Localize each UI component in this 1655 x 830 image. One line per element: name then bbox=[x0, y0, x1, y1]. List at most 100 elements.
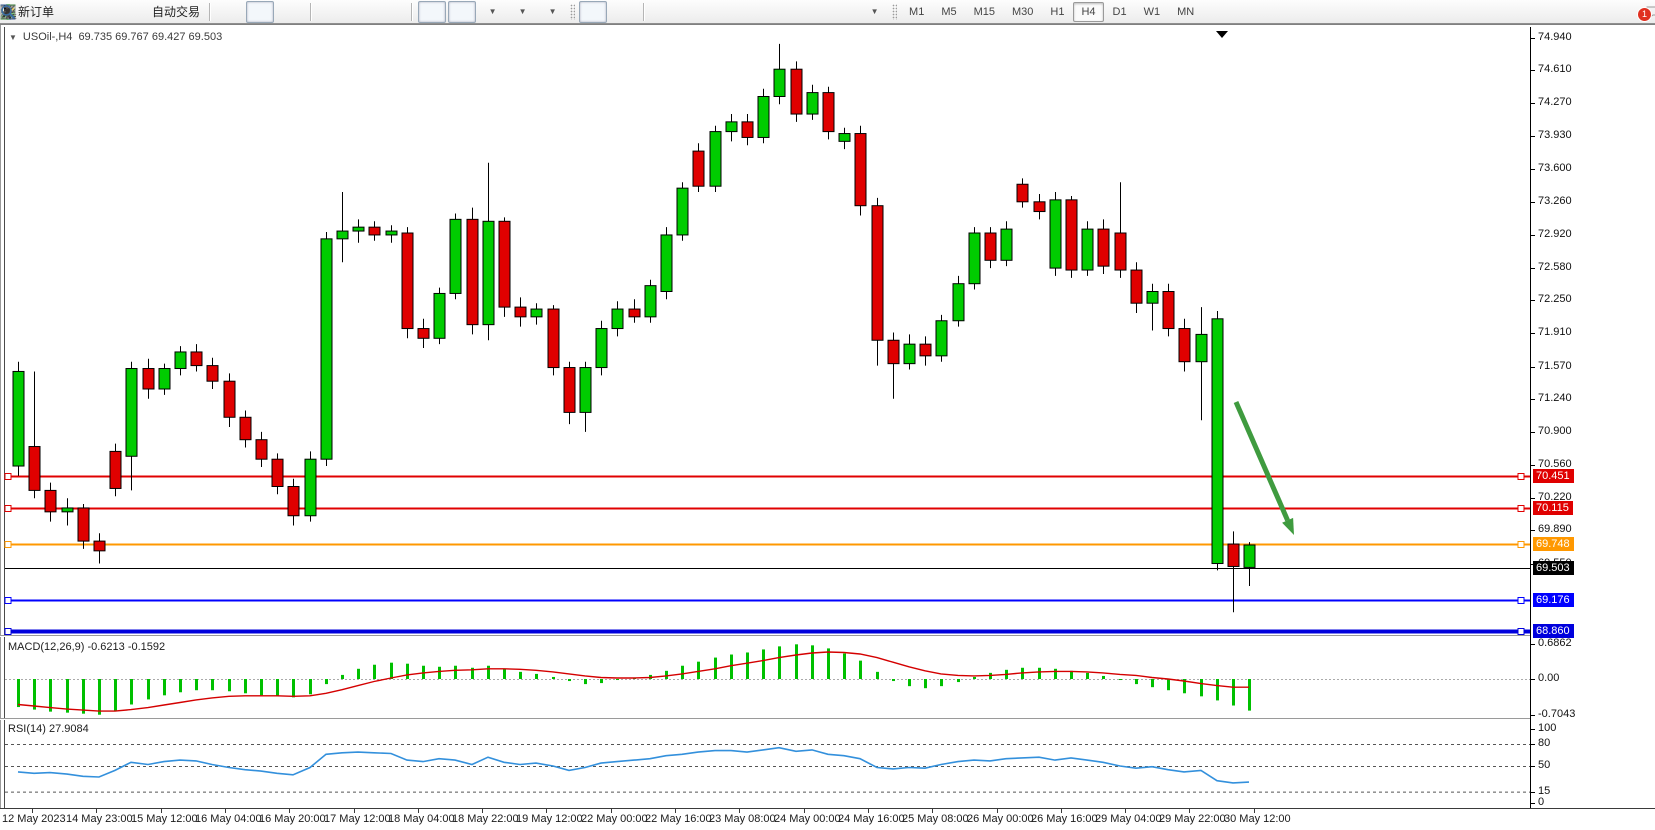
line-handle[interactable] bbox=[4, 597, 12, 604]
equidistant-channel-button[interactable]: E bbox=[0, 1, 768, 23]
collapse-triangle-icon[interactable]: ▼ bbox=[9, 32, 17, 42]
price-level-label[interactable]: 70.115 bbox=[1533, 501, 1573, 515]
candle-body bbox=[757, 96, 770, 138]
timeframe-m1[interactable]: M1 bbox=[909, 5, 925, 18]
market-watch-button[interactable] bbox=[2, 1, 147, 23]
chart-title: ▼ USOil-,H4 69.735 69.767 69.427 69.503 bbox=[9, 31, 222, 43]
crosshair-button[interactable] bbox=[1, 1, 637, 23]
date-tick-label: 26 May 16:00 bbox=[1031, 813, 1098, 825]
price-level-label[interactable]: 69.176 bbox=[1533, 593, 1574, 607]
line-handle[interactable] bbox=[4, 541, 12, 548]
macd-histogram-bar bbox=[471, 667, 474, 679]
indicators-button[interactable]: ▼ bbox=[0, 1, 506, 23]
price-tick-label: 74.270 bbox=[1538, 96, 1572, 109]
timeframe-m30[interactable]: M30 bbox=[1012, 5, 1034, 18]
date-tick-label: 22 May 16:00 bbox=[645, 813, 712, 825]
arrow-objects-button[interactable]: ▼ bbox=[2, 1, 888, 23]
annotation-arrow-head[interactable] bbox=[1282, 517, 1294, 535]
timeframe-m5[interactable]: M5 bbox=[941, 5, 957, 18]
macd-canvas[interactable] bbox=[0, 639, 1530, 718]
pane-separator[interactable] bbox=[0, 635, 1655, 637]
candle-body bbox=[466, 218, 479, 326]
axis-tick bbox=[1531, 136, 1535, 138]
horizontal-line-button[interactable] bbox=[1, 1, 708, 23]
line-handle[interactable] bbox=[4, 473, 12, 480]
zoom-in-button[interactable] bbox=[1, 1, 345, 23]
zoom-out-button[interactable] bbox=[1, 1, 375, 23]
autotrading-button[interactable]: 自动交易 bbox=[0, 1, 203, 23]
rsi-canvas[interactable] bbox=[0, 720, 1530, 808]
search-icon[interactable] bbox=[0, 4, 16, 20]
tile-windows-button[interactable] bbox=[0, 1, 405, 23]
macd-axis-label: 0.6862 bbox=[1538, 637, 1572, 649]
timeframe-mn[interactable]: MN bbox=[1177, 5, 1195, 18]
candle-body bbox=[239, 416, 252, 441]
macd-histogram-bar bbox=[1151, 679, 1154, 688]
chart-window[interactable]: ▼ USOil-,H4 69.735 69.767 69.427 69.503 … bbox=[0, 24, 1655, 830]
timeframe-w1[interactable]: W1 bbox=[1143, 5, 1161, 18]
candle-body bbox=[1227, 543, 1240, 567]
current-price-label[interactable]: 69.503 bbox=[1533, 561, 1574, 575]
macd-histogram-bar bbox=[1216, 679, 1219, 701]
cursor-button[interactable] bbox=[4, 0, 608, 23]
bar-chart-button[interactable] bbox=[1, 1, 244, 23]
macd-histogram-bar bbox=[163, 679, 166, 696]
candle-body bbox=[611, 308, 624, 330]
macd-histogram-bar bbox=[503, 668, 506, 679]
templates-button[interactable]: ▼ bbox=[0, 1, 566, 23]
candle-body bbox=[1243, 544, 1256, 568]
line-handle[interactable] bbox=[1517, 541, 1525, 548]
line-handle[interactable] bbox=[4, 505, 12, 512]
new-order-button[interactable]: 新订单 bbox=[15, 1, 57, 23]
timeframe-h1[interactable]: H1 bbox=[1050, 5, 1065, 18]
toolbar-grip[interactable] bbox=[570, 3, 576, 20]
line-handle[interactable] bbox=[1517, 628, 1525, 635]
candle-body bbox=[514, 306, 527, 318]
chart-shift-marker-icon[interactable] bbox=[1216, 31, 1228, 38]
timeframe-m15[interactable]: M15 bbox=[973, 5, 995, 18]
axis-tick bbox=[1531, 234, 1535, 236]
profiles-button[interactable] bbox=[2, 1, 117, 23]
macd-histogram-bar bbox=[17, 679, 20, 708]
macd-histogram-bar bbox=[762, 649, 765, 679]
toolbar-separator bbox=[310, 2, 312, 21]
text-button[interactable]: A bbox=[2, 1, 828, 23]
macd-histogram-bar bbox=[1102, 675, 1105, 679]
candle-body bbox=[255, 439, 268, 460]
timeframe-d1[interactable]: D1 bbox=[1112, 5, 1127, 18]
macd-histogram-bar bbox=[746, 652, 749, 679]
fibonacci-button[interactable]: F bbox=[1, 1, 798, 23]
candle-body bbox=[1195, 333, 1208, 363]
pane-separator[interactable] bbox=[0, 718, 1655, 720]
trendline-button[interactable] bbox=[1, 1, 738, 23]
macd-histogram-bar bbox=[487, 665, 490, 679]
line-handle[interactable] bbox=[1517, 597, 1525, 604]
price-axis[interactable]: 74.940 74.610 74.270 73.930 73.600 73.260 72.9… bbox=[1531, 25, 1655, 830]
candlestick-chart-button[interactable] bbox=[2, 0, 275, 23]
annotation-arrow[interactable] bbox=[1233, 401, 1290, 522]
line-handle[interactable] bbox=[4, 628, 12, 635]
toolbar-separator bbox=[411, 2, 413, 21]
auto-scroll-button[interactable] bbox=[2, 0, 447, 23]
chart-shift-button[interactable] bbox=[2, 0, 477, 23]
text-label-button[interactable]: T bbox=[0, 1, 858, 23]
price-chart-canvas[interactable] bbox=[0, 27, 1530, 637]
toolbar-grip[interactable] bbox=[892, 3, 898, 20]
macd-histogram-bar bbox=[616, 679, 619, 681]
line-handle[interactable] bbox=[1517, 473, 1525, 480]
price-level-label[interactable]: 70.451 bbox=[1533, 469, 1574, 483]
candle-body bbox=[336, 230, 349, 240]
charts-stack-icon-button[interactable] bbox=[1, 1, 87, 23]
timeframe-h4[interactable]: H4 bbox=[1073, 1, 1104, 22]
time-axis[interactable]: 12 May 2023 14 May 23:00 15 May 12:00 16 Ma… bbox=[0, 808, 1655, 830]
macd-histogram-bar bbox=[357, 668, 360, 679]
vertical-line-button[interactable] bbox=[6, 1, 678, 23]
line-handle[interactable] bbox=[1517, 505, 1525, 512]
periods-button[interactable]: ▼ bbox=[1, 1, 536, 23]
line-chart-button[interactable] bbox=[0, 1, 304, 23]
rsi-axis-label: 15 bbox=[1538, 784, 1551, 797]
candle-body bbox=[1016, 183, 1029, 203]
candle-body bbox=[822, 92, 835, 133]
price-level-label[interactable]: 69.748 bbox=[1533, 537, 1574, 551]
price-level-label[interactable]: 68.860 bbox=[1533, 624, 1574, 638]
